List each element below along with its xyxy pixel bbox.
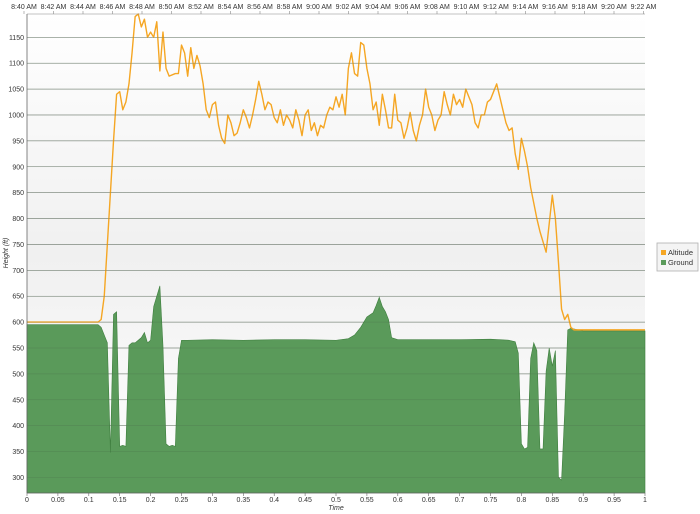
x-tick-label: 0.55: [360, 497, 374, 504]
top-time-label: 9:02 AM: [336, 4, 362, 11]
y-tick-label: 900: [12, 164, 24, 171]
top-time-label: 8:58 AM: [277, 4, 303, 11]
top-time-label: 9:20 AM: [601, 4, 627, 11]
x-tick-label: 0.65: [422, 497, 436, 504]
x-tick-label: 0.05: [51, 497, 65, 504]
y-tick-label: 450: [12, 397, 24, 404]
top-time-label: 9:16 AM: [542, 4, 568, 11]
x-tick-label: 0.9: [578, 497, 588, 504]
y-tick-label: 600: [12, 320, 24, 327]
x-tick-label: 0.7: [455, 497, 465, 504]
top-time-label: 8:52 AM: [188, 4, 214, 11]
x-tick-label: 0.35: [236, 497, 250, 504]
y-tick-labels: 300 350 400 450 500 550 600 650 700 750 800 850 900 9…: [8, 35, 24, 482]
y-tick-label: 400: [12, 423, 24, 430]
x-tick-label: 0.2: [146, 497, 156, 504]
top-time-label: 9:14 AM: [513, 4, 539, 11]
x-tick-labels: 0 0.05 0.1 0.15 0.2 0.25 0.3 0.35 0.4 0.45 0.5 0.55…: [25, 497, 647, 504]
top-time-label: 8:40 AM: [11, 4, 37, 11]
legend: Altitude Ground: [656, 242, 699, 272]
x-tick-label: 0: [25, 497, 29, 504]
x-axis-title: Time: [328, 505, 344, 512]
series-layer: [26, 13, 646, 494]
y-tick-label: 500: [12, 371, 24, 378]
x-tick-label: 0.6: [393, 497, 403, 504]
x-tick-label: 0.95: [607, 497, 621, 504]
y-tick-label: 1150: [9, 35, 24, 42]
x-tick-label: 0.5: [331, 497, 341, 504]
top-time-label: 9:08 AM: [424, 4, 450, 11]
x-tick-label: 0.15: [113, 497, 127, 504]
top-time-label: 8:46 AM: [100, 4, 126, 11]
y-tick-label: 950: [12, 138, 24, 145]
top-time-label: 9:22 AM: [631, 4, 657, 11]
y-tick-label: 700: [12, 268, 24, 275]
top-time-label: 8:50 AM: [159, 4, 185, 11]
top-time-label: 8:56 AM: [247, 4, 273, 11]
x-tick-label: 0.8: [517, 497, 527, 504]
x-tick-label: 1: [643, 497, 647, 504]
top-time-label: 8:42 AM: [41, 4, 67, 11]
x-tick-label: 0.4: [269, 497, 279, 504]
top-time-label: 9:00 AM: [306, 4, 332, 11]
top-time-labels: 8:40 AM 8:42 AM 8:44 AM 8:46 AM 8:48 AM 8:50 …: [11, 4, 656, 11]
top-time-label: 9:12 AM: [483, 4, 509, 11]
top-time-label: 9:06 AM: [395, 4, 421, 11]
y-tick-label: 300: [12, 475, 24, 482]
legend-swatch-altitude: [661, 250, 666, 255]
y-tick-label: 850: [12, 190, 24, 197]
top-time-label: 8:44 AM: [70, 4, 96, 11]
y-tick-label: 550: [12, 346, 24, 353]
top-time-label: 8:48 AM: [129, 4, 155, 11]
legend-label-ground: Ground: [668, 258, 693, 267]
top-time-label: 9:18 AM: [572, 4, 598, 11]
series-altitude-line: [27, 13, 645, 331]
top-time-label: 8:54 AM: [218, 4, 244, 11]
x-tick-label: 0.25: [175, 497, 189, 504]
y-tick-label: 1000: [8, 112, 24, 119]
x-tick-label: 0.3: [208, 497, 218, 504]
legend-swatch-ground: [661, 260, 666, 265]
y-tick-label: 1050: [8, 87, 24, 94]
y-tick-label: 1100: [9, 61, 24, 68]
x-tick-label: 0.45: [298, 497, 312, 504]
y-axis-title: Height (ft): [3, 238, 10, 269]
x-tick-label: 0.1: [84, 497, 94, 504]
legend-box: [656, 242, 699, 272]
y-tick-label: 800: [12, 216, 24, 223]
y-tick-label: 350: [12, 449, 24, 456]
x-tick-label: 0.75: [484, 497, 498, 504]
series-ground-area: [26, 285, 646, 494]
top-time-label: 9:10 AM: [454, 4, 480, 11]
x-tick-label: 0.85: [545, 497, 559, 504]
top-time-label: 9:04 AM: [365, 4, 391, 11]
y-tick-label: 750: [12, 242, 24, 249]
axes: [23, 11, 646, 496]
y-tick-label: 650: [12, 294, 24, 301]
legend-label-altitude: Altitude: [668, 248, 693, 257]
